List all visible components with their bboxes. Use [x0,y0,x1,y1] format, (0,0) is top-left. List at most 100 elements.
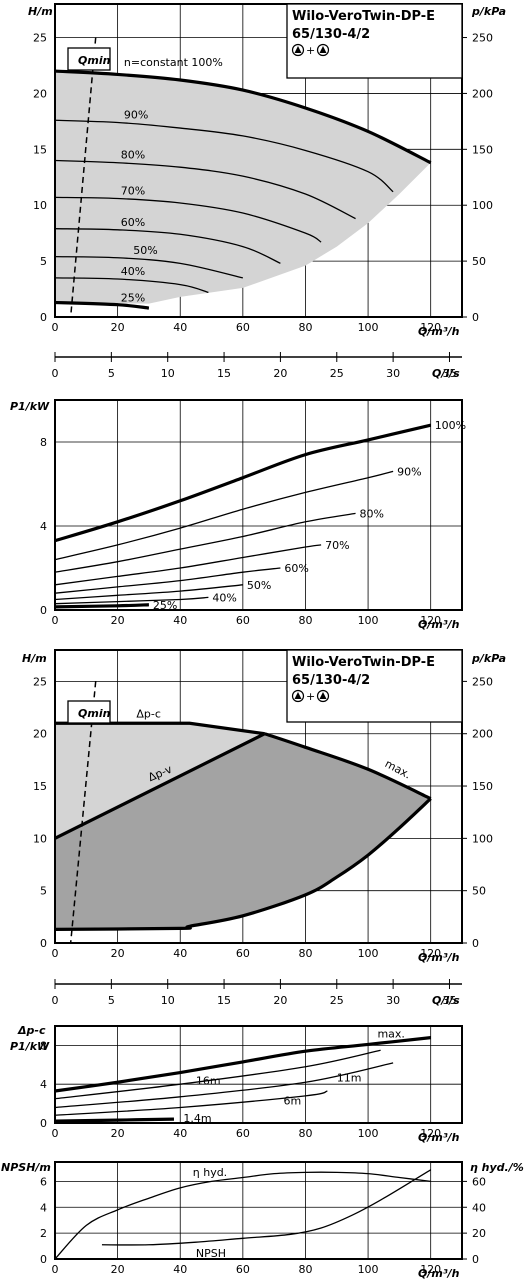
plot-frame [54,1161,463,1260]
series-label: 25% [121,292,145,305]
tick-labels: 0 5 10 15 20 25 30 35 [52,979,456,1007]
series-label: 1.4m [183,1112,211,1125]
y-axis-label: NPSH/m [1,1161,51,1174]
tick-labels: 0 20 40 60 80 100 120 0 4 8 [40,436,441,627]
y-axis-label: H/m [28,5,53,18]
y-tick-label: 8 [40,436,47,449]
x-tick-label: 20 [111,1263,125,1276]
series-line [54,1117,174,1123]
x-tick-label: 40 [173,614,187,627]
y-tick-label: 2 [40,1227,47,1240]
y-right-tick-label: 60 [472,1175,486,1188]
y-right-tick-label: 20 [472,1227,486,1240]
qmin-label: Qmin [67,700,111,724]
y-tick-label: 4 [40,1078,47,1091]
x-axis-label: Q/m³/h [418,325,460,338]
series-line [54,512,356,573]
x-tick-label: 100 [358,1263,379,1276]
y-tick-label: 0 [40,604,47,617]
series-label: 90% [124,108,148,121]
series-line [54,1171,431,1260]
y-right-tick-label: 50 [472,255,486,268]
y-right-tick-label: 0 [472,937,479,950]
y-tick-label: 0 [40,311,47,324]
y-tick-label: 6 [40,1175,47,1188]
series-line [101,1169,432,1246]
p1-dp-panel: max. 16m 11m 6m 1.4m 0 20 40 60 80 100 120 0 4 8 Δp-c… [10,1024,463,1144]
x-tick-label: 40 [173,1263,187,1276]
y-tick-label: 0 [40,1117,47,1130]
y-right-tick-label: 200 [472,728,493,741]
plot-frame [54,399,463,611]
qmin-label: Qmin [67,47,111,71]
series-label: 90% [397,465,421,478]
ls-tick-label: 15 [217,367,231,380]
y-tick-label: 0 [40,937,47,950]
ls-tick-label: 0 [52,367,59,380]
x-tick-label: 120 [420,614,441,627]
pump-symbol-icon [294,46,302,53]
ls-tick-label: 10 [161,994,175,1007]
x-tick-label: 80 [298,614,312,627]
tick-labels: 0 5 10 15 20 25 30 35 [52,352,456,380]
x-tick-label: 100 [358,1127,379,1140]
title-line1: Wilo-VeroTwin-DP-E [292,9,435,24]
series-label: 50% [247,579,271,592]
series-line [54,732,266,840]
series-line [54,596,209,605]
y-right-tick-label: 200 [472,87,493,100]
series-line [54,228,281,264]
plot-frame [54,1025,463,1124]
y-tick-label: 20 [33,728,47,741]
y-tick-label: 20 [33,87,47,100]
series-label: Δp-c [136,707,161,720]
series-label: NPSH [196,1247,226,1260]
y-right-tick-label: 0 [472,1253,479,1266]
x-tick-label: 120 [420,321,441,334]
ls-scale-panel: 0 5 10 15 20 25 30 35 Q/l/s [52,352,462,380]
y-right-tick-label: 0 [472,311,479,324]
x-axis-label: Q/m³/h [418,1131,460,1144]
title-line1: Wilo-VeroTwin-DP-E [292,655,435,670]
series-label: 100% [435,419,466,432]
x-tick-label: 80 [298,1263,312,1276]
twin-plus: + [306,44,315,57]
x-axis-label: Q/l/s [432,994,460,1007]
y-axis-right-label: p/kPa [471,5,506,18]
series-label: 60% [284,562,308,575]
svg-text:Qmin: Qmin [78,707,111,720]
y-right-tick-label: 250 [472,32,493,45]
x-tick-label: 80 [298,321,312,334]
y-tick-label: 15 [33,143,47,156]
curves: η hyd. NPSH [54,1166,432,1260]
series-label: n=constant 100% [124,56,223,69]
series-line [54,423,432,543]
pump-symbol-icon [294,692,302,699]
y-right-tick-label: 150 [472,143,493,156]
x-tick-label: 80 [298,947,312,960]
series-line [54,119,394,193]
regions [55,723,431,930]
series-line [54,159,356,220]
y-axis-label: P1/kW [10,400,50,413]
hq-speed-panel: n=constant 100% 90% 80% 70% 60% 50% 40% 25% 0 20… [28,3,506,338]
ls-tick-label: 30 [386,367,400,380]
qmin-line [69,681,97,944]
series-label: 50% [133,244,157,257]
x-tick-label: 120 [420,947,441,960]
operating-envelope [55,71,431,304]
x-axis-label: Q/m³/h [418,618,460,631]
title-line2: 65/130-4/2 [292,673,370,688]
x-tick-label: 80 [298,1127,312,1140]
pump-symbol-icon [319,46,327,53]
series-line [54,544,322,586]
series-label: max. [377,1028,404,1041]
x-tick-label: 60 [236,947,250,960]
series-label: 70% [325,539,349,552]
y-tick-label: 10 [33,199,47,212]
series-line [54,255,243,279]
x-axis-label: Q/m³/h [418,951,460,964]
